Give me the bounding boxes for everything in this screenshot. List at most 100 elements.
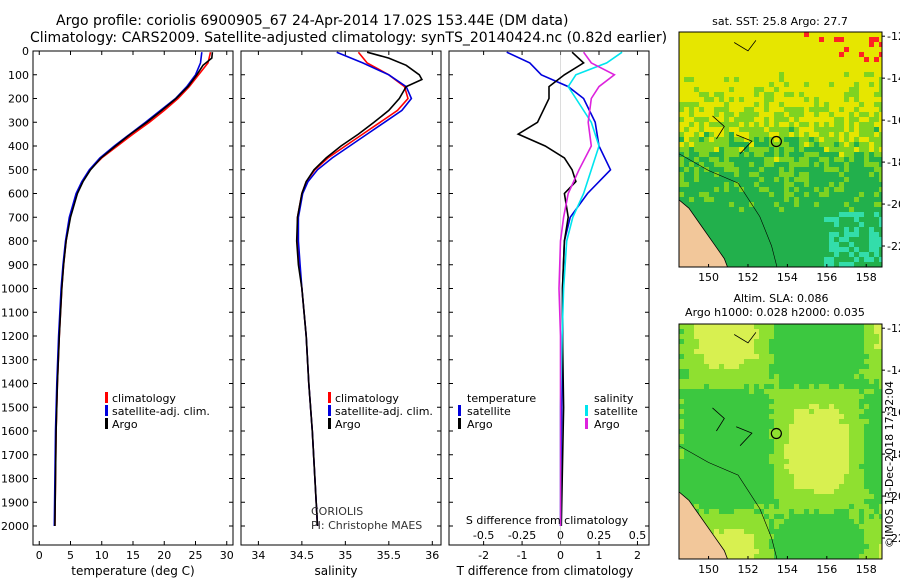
map-cell — [859, 324, 864, 329]
map-cell — [824, 324, 829, 329]
map-cell — [709, 494, 714, 499]
map-cell — [769, 242, 774, 247]
map-cell — [864, 404, 869, 409]
map-cell — [754, 257, 759, 262]
map-cell — [794, 424, 799, 429]
map-cell — [804, 227, 809, 232]
map-cell — [779, 404, 784, 409]
map-cell — [819, 329, 824, 334]
map-cell — [734, 409, 739, 414]
map-cell — [759, 257, 764, 262]
map-cell — [679, 112, 684, 117]
map-cell — [719, 399, 724, 404]
map-cell — [794, 72, 799, 77]
map-cell — [759, 359, 764, 364]
map-cell — [819, 364, 824, 369]
map-cell — [704, 394, 709, 399]
map-cell — [749, 399, 754, 404]
map-cell — [879, 449, 882, 454]
map-cell — [879, 484, 882, 489]
map-cell — [794, 399, 799, 404]
map-cell — [744, 242, 749, 247]
map-cell — [779, 379, 784, 384]
map-cell — [729, 207, 734, 212]
map-cell — [839, 167, 844, 172]
map-cell — [844, 112, 849, 117]
map-cell — [729, 479, 734, 484]
map-cell — [764, 87, 769, 92]
map-cell — [709, 374, 714, 379]
map-cell — [864, 534, 869, 539]
map-cell — [869, 87, 874, 92]
map-cell — [794, 252, 799, 257]
map-cell — [779, 389, 784, 394]
map-cell — [774, 67, 779, 72]
map-cell — [679, 484, 684, 489]
map-cell — [859, 232, 864, 237]
map-cell — [719, 122, 724, 127]
map-cell — [724, 107, 729, 112]
map-cell — [684, 72, 689, 77]
map-cell — [829, 67, 834, 72]
map-cell — [819, 474, 824, 479]
map-cell — [689, 137, 694, 142]
map-cell — [829, 127, 834, 132]
map-cell — [859, 127, 864, 132]
map-cell — [829, 122, 834, 127]
map-cell — [799, 534, 804, 539]
map-cell — [789, 439, 794, 444]
map-cell — [854, 102, 859, 107]
map-cell — [819, 339, 824, 344]
map-cell — [854, 409, 859, 414]
depth-contour — [679, 445, 778, 559]
map-cell — [874, 369, 879, 374]
map-cell — [749, 329, 754, 334]
map-cell — [824, 514, 829, 519]
map-cell — [754, 182, 759, 187]
map-cell — [709, 334, 714, 339]
map-cell — [874, 237, 879, 242]
map-cell — [684, 454, 689, 459]
map-cell — [694, 37, 699, 42]
map-cell — [709, 117, 714, 122]
map-cell — [839, 509, 844, 514]
map-cell — [729, 42, 734, 47]
map-cell — [799, 117, 804, 122]
map-cell — [709, 202, 714, 207]
map-cell — [759, 414, 764, 419]
map-cell — [789, 212, 794, 217]
map-lon-label: 150 — [698, 563, 719, 576]
map-cell — [759, 237, 764, 242]
map-cell — [734, 162, 739, 167]
map-cell — [794, 374, 799, 379]
map-cell — [679, 192, 684, 197]
map-cell — [754, 32, 759, 37]
map-cell — [744, 202, 749, 207]
map-cell — [784, 339, 789, 344]
map-cell — [844, 257, 849, 262]
map-cell — [694, 489, 699, 494]
map-cell — [839, 369, 844, 374]
map-cell — [834, 97, 839, 102]
map-cell — [849, 67, 854, 72]
map-cell — [724, 72, 729, 77]
map-cell — [859, 187, 864, 192]
map-cell — [679, 344, 684, 349]
difference-panel — [448, 50, 650, 546]
depth-tick-label: 1000 — [1, 283, 29, 296]
map-cell — [789, 374, 794, 379]
map-cell — [849, 504, 854, 509]
map-cell — [709, 222, 714, 227]
map-cell — [759, 197, 764, 202]
map-cell — [849, 479, 854, 484]
map-cell — [789, 554, 794, 559]
map-cell — [874, 324, 879, 329]
map-cell — [849, 52, 854, 57]
map-cell — [729, 474, 734, 479]
map-cell — [829, 147, 834, 152]
map-cell — [719, 394, 724, 399]
map-cell — [849, 137, 854, 142]
map-cell — [714, 524, 719, 529]
map-cell — [824, 344, 829, 349]
map-cell — [709, 529, 714, 534]
